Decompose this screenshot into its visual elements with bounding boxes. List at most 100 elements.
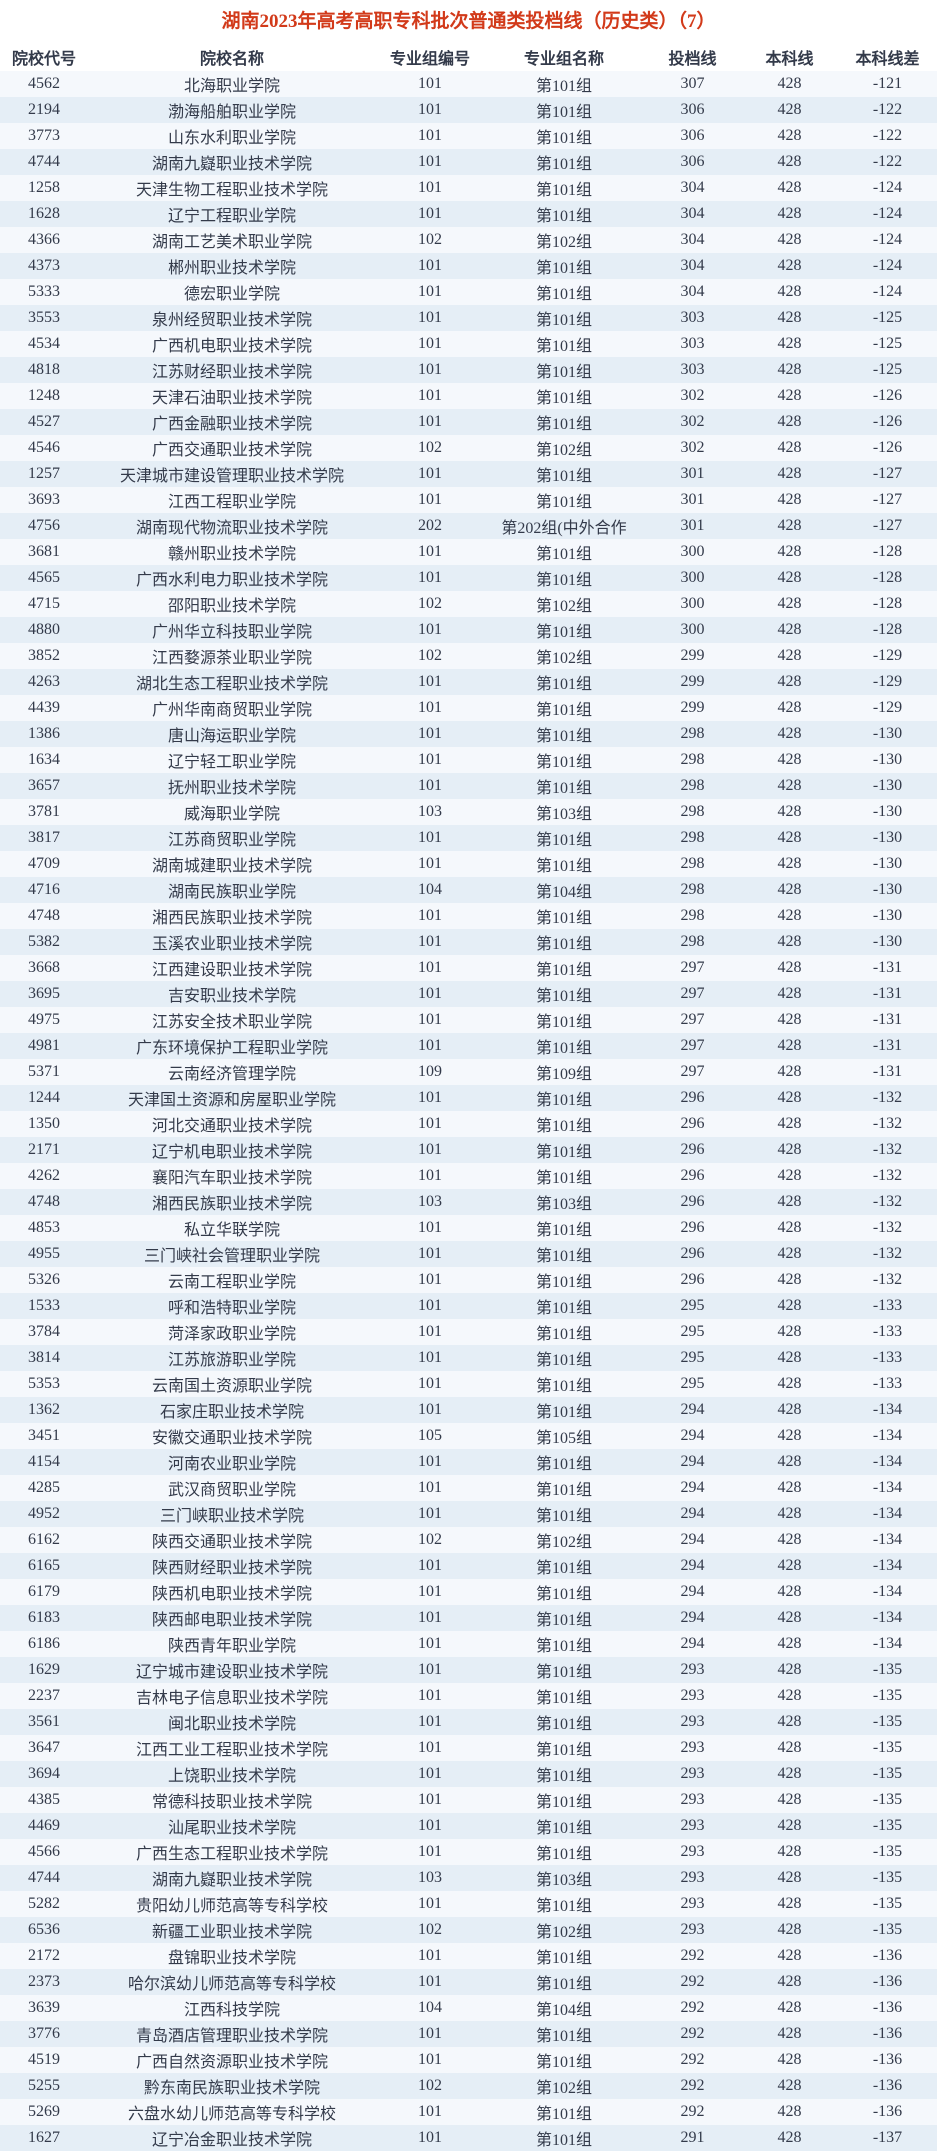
cell: 428 [741, 1657, 838, 1683]
table-row: 4439广州华南商贸职业学院101第101组299428-129 [0, 695, 937, 721]
cell: 第102组 [484, 435, 644, 461]
cell: 云南国土资源职业学院 [88, 1371, 376, 1397]
cell: -130 [838, 721, 937, 747]
cell: 1629 [0, 1657, 88, 1683]
cell: 1350 [0, 1111, 88, 1137]
table-row: 2194渤海船舶职业学院101第101组306428-122 [0, 97, 937, 123]
cell: 辽宁机电职业技术学院 [88, 1137, 376, 1163]
table-row: 3817江苏商贸职业学院101第101组298428-130 [0, 825, 937, 851]
cell: -132 [838, 1241, 937, 1267]
cell: 101 [376, 747, 484, 773]
cell: 101 [376, 1969, 484, 1995]
cell: 第101组 [484, 123, 644, 149]
cell: 广西自然资源职业技术学院 [88, 2047, 376, 2073]
cell: 2373 [0, 1969, 88, 1995]
cell: 292 [644, 2021, 741, 2047]
cell: 296 [644, 1267, 741, 1293]
cell: 304 [644, 227, 741, 253]
cell: 5353 [0, 1371, 88, 1397]
cell: 428 [741, 617, 838, 643]
cell: 101 [376, 1085, 484, 1111]
cell: 云南工程职业学院 [88, 1267, 376, 1293]
cell: 第102组 [484, 643, 644, 669]
cell: 3814 [0, 1345, 88, 1371]
cell: -130 [838, 747, 937, 773]
cell: 296 [644, 1241, 741, 1267]
cell: 江西工程职业学院 [88, 487, 376, 513]
cell: 428 [741, 279, 838, 305]
cell: -136 [838, 1995, 937, 2021]
cell: 第101组 [484, 1683, 644, 1709]
cell: 101 [376, 279, 484, 305]
table-row: 4818江苏财经职业技术学院101第101组303428-125 [0, 357, 937, 383]
cell: 4709 [0, 851, 88, 877]
cell: -134 [838, 1397, 937, 1423]
cell: 102 [376, 227, 484, 253]
cell: 4154 [0, 1449, 88, 1475]
cell: 101 [376, 71, 484, 97]
cell: 298 [644, 825, 741, 851]
cell: -130 [838, 851, 937, 877]
cell: 304 [644, 201, 741, 227]
cell: 第101组 [484, 1579, 644, 1605]
cell: 第101组 [484, 721, 644, 747]
table-row: 5382玉溪农业职业技术学院101第101组298428-130 [0, 929, 937, 955]
cell: 428 [741, 565, 838, 591]
cell: 广州华南商贸职业学院 [88, 695, 376, 721]
cell: 陕西青年职业学院 [88, 1631, 376, 1657]
cell: 青岛酒店管理职业技术学院 [88, 2021, 376, 2047]
cell: 6186 [0, 1631, 88, 1657]
table-row: 1258天津生物工程职业技术学院101第101组304428-124 [0, 175, 937, 201]
cell: 第101组 [484, 539, 644, 565]
table-row: 3681赣州职业技术学院101第101组300428-128 [0, 539, 937, 565]
cell: 293 [644, 1657, 741, 1683]
cell: 101 [376, 1943, 484, 1969]
cell: 第101组 [484, 1735, 644, 1761]
cell: 298 [644, 877, 741, 903]
cell: 第101组 [484, 903, 644, 929]
cell: 101 [376, 617, 484, 643]
cell: 贵阳幼儿师范高等专科学校 [88, 1891, 376, 1917]
cell: -134 [838, 1527, 937, 1553]
cell: 第105组 [484, 1423, 644, 1449]
cell: 302 [644, 409, 741, 435]
cell: 295 [644, 1319, 741, 1345]
table-row: 4716湖南民族职业学院104第104组298428-130 [0, 877, 937, 903]
cell: 304 [644, 279, 741, 305]
cell: 294 [644, 1397, 741, 1423]
table-row: 4709湖南城建职业技术学院101第101组298428-130 [0, 851, 937, 877]
cell: 296 [644, 1111, 741, 1137]
cell: 4263 [0, 669, 88, 695]
cell: 第101组 [484, 773, 644, 799]
cell: 101 [376, 1449, 484, 1475]
cell: 428 [741, 955, 838, 981]
cell: -128 [838, 617, 937, 643]
cell: 湖南现代物流职业技术学院 [88, 513, 376, 539]
cell: 第101组 [484, 1215, 644, 1241]
cell: 428 [741, 1631, 838, 1657]
cell: 4952 [0, 1501, 88, 1527]
cell: 428 [741, 461, 838, 487]
cell: 陕西邮电职业技术学院 [88, 1605, 376, 1631]
table-row: 5326云南工程职业学院101第101组296428-132 [0, 1267, 937, 1293]
cell: 428 [741, 591, 838, 617]
cell: 428 [741, 1085, 838, 1111]
table-row: 1628辽宁工程职业学院101第101组304428-124 [0, 201, 937, 227]
table-row: 5371云南经济管理学院109第109组297428-131 [0, 1059, 937, 1085]
table-row: 1634辽宁轻工职业学院101第101组298428-130 [0, 747, 937, 773]
cell: 襄阳汽车职业技术学院 [88, 1163, 376, 1189]
cell: 5371 [0, 1059, 88, 1085]
cell: 101 [376, 1319, 484, 1345]
cell: 428 [741, 877, 838, 903]
cell: 第101组 [484, 1709, 644, 1735]
cell: 5282 [0, 1891, 88, 1917]
cell: 428 [741, 149, 838, 175]
cell: 298 [644, 747, 741, 773]
cell: -131 [838, 1033, 937, 1059]
cell: 河北交通职业技术学院 [88, 1111, 376, 1137]
cell: 吉林电子信息职业技术学院 [88, 1683, 376, 1709]
cell: -131 [838, 1059, 937, 1085]
cell: -134 [838, 1631, 937, 1657]
col-gnum: 专业组编号 [376, 43, 484, 71]
cell: 第101组 [484, 1033, 644, 1059]
